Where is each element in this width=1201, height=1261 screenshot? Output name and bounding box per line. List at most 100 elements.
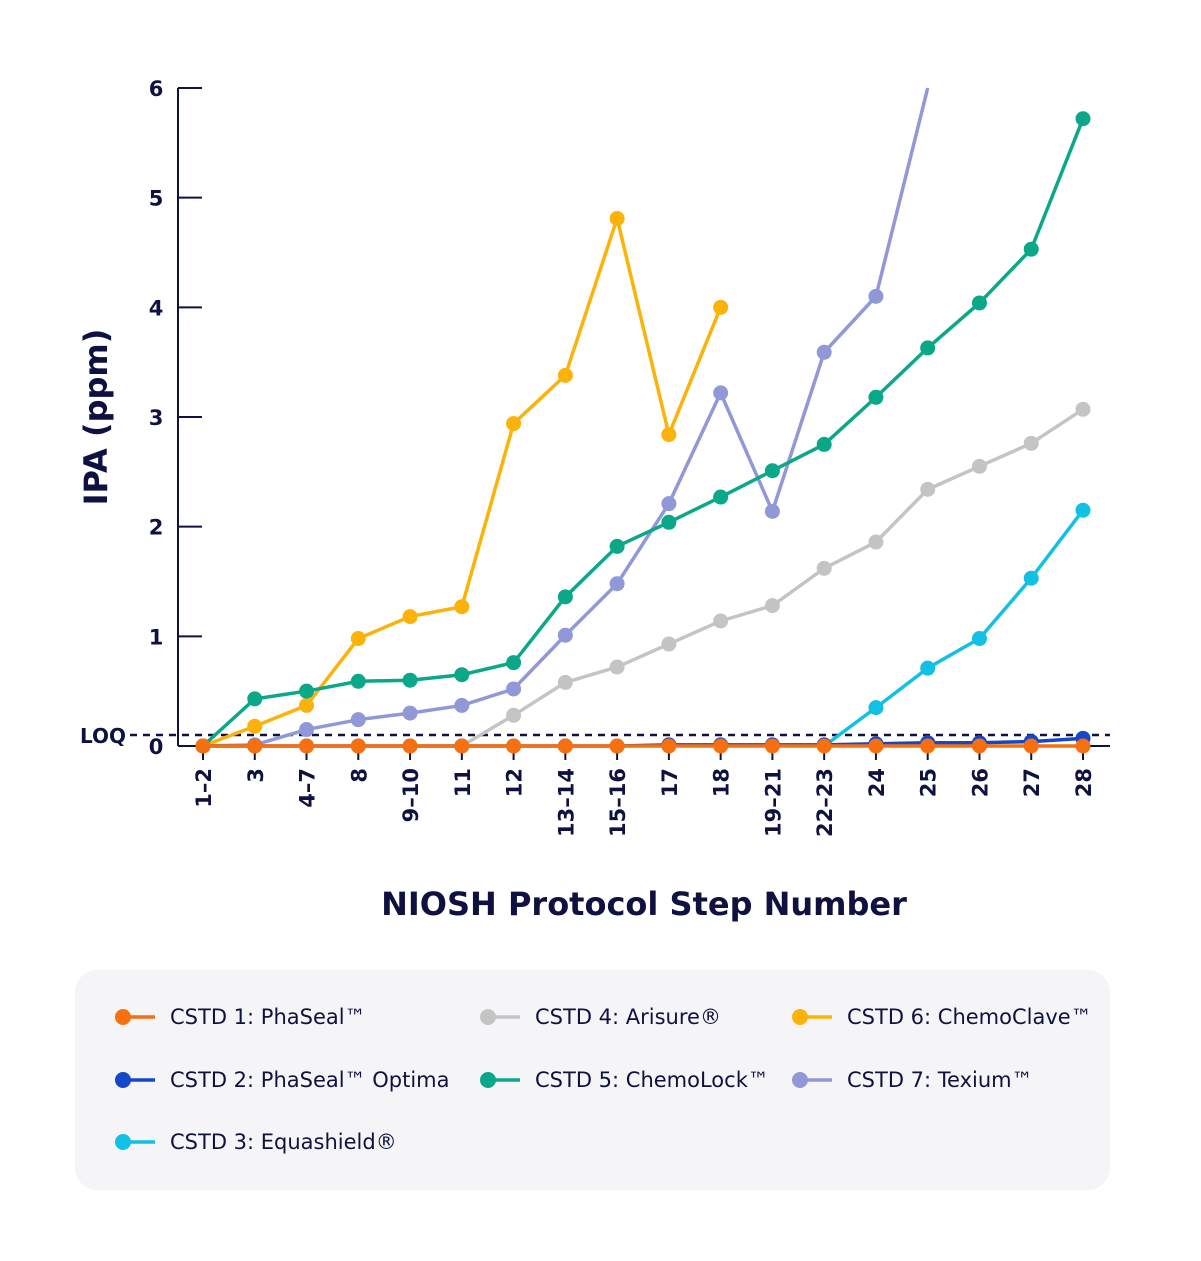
data-point	[609, 659, 625, 675]
x-tick-label: 9–10	[399, 768, 423, 822]
series-line	[202, 87, 930, 748]
y-tick-label: 4	[149, 296, 164, 320]
data-point	[816, 560, 832, 576]
x-tick-label: 8	[347, 768, 371, 783]
legend-marker-icon	[792, 1009, 832, 1025]
series-line	[460, 407, 1084, 748]
y-tick-label: 5	[149, 187, 164, 211]
x-tick-label: 12	[503, 768, 527, 797]
data-point	[971, 738, 987, 754]
legend-label: CSTD 1: PhaSeal™	[170, 1005, 366, 1029]
data-point	[713, 613, 729, 629]
data-point	[557, 589, 573, 605]
data-point	[402, 738, 418, 754]
data-point	[454, 667, 470, 683]
data-point	[920, 660, 936, 676]
legend-marker-icon	[480, 1072, 520, 1088]
data-point	[713, 385, 729, 401]
legend-marker-icon	[115, 1134, 155, 1150]
data-point	[299, 722, 315, 738]
data-point	[557, 738, 573, 754]
legend: CSTD 1: PhaSeal™ CSTD 2: PhaSeal™ Optima C…	[75, 970, 1110, 1190]
data-point	[661, 496, 677, 512]
data-point	[764, 503, 780, 519]
data-point	[868, 389, 884, 405]
data-point	[299, 697, 315, 713]
series-6	[195, 211, 729, 754]
y-tick-label: 0	[149, 735, 164, 759]
data-point	[1075, 502, 1091, 518]
x-tick-label: 18	[710, 768, 734, 797]
data-point	[661, 738, 677, 754]
legend-item: CSTD 7: Texium™	[787, 1068, 1033, 1092]
x-tick-label: 19–21	[761, 768, 785, 837]
data-point	[350, 712, 366, 728]
series-line	[823, 509, 1085, 748]
x-tick-label: 11	[451, 768, 475, 797]
data-point	[195, 738, 211, 754]
data-point	[247, 718, 263, 734]
data-point	[247, 691, 263, 707]
data-point	[402, 672, 418, 688]
data-point	[816, 738, 832, 754]
data-point	[350, 631, 366, 647]
data-point	[557, 674, 573, 690]
legend-item: CSTD 6: ChemoClave™	[787, 1005, 1092, 1029]
series-line	[201, 118, 1085, 748]
series-3	[823, 502, 1091, 748]
data-point	[557, 627, 573, 643]
x-tick-label: 28	[1072, 768, 1096, 797]
data-point	[454, 738, 470, 754]
x-tick-label: 27	[1020, 768, 1044, 797]
x-tick-label: 15–16	[606, 768, 630, 837]
data-point	[971, 458, 987, 474]
legend-marker-icon	[115, 1009, 155, 1025]
x-tick-label: 17	[658, 768, 682, 797]
data-point	[816, 436, 832, 452]
data-point	[816, 344, 832, 360]
data-point	[506, 707, 522, 723]
y-tick-label: 2	[149, 516, 164, 540]
legend-item: CSTD 5: ChemoLock™	[475, 1068, 769, 1092]
data-point	[868, 534, 884, 550]
legend-label: CSTD 4: Arisure®	[535, 1005, 721, 1029]
data-point	[868, 288, 884, 304]
data-point	[454, 697, 470, 713]
data-point	[1075, 111, 1091, 127]
y-axis-title: IPA (ppm)	[77, 329, 115, 506]
x-axis-title: NIOSH Protocol Step Number	[381, 885, 907, 923]
data-point	[609, 211, 625, 227]
x-tick-label: 3	[244, 768, 268, 783]
x-tick-label: 4–7	[296, 768, 320, 808]
data-point	[506, 416, 522, 432]
data-point	[868, 700, 884, 716]
data-point	[402, 705, 418, 721]
data-point	[402, 609, 418, 625]
data-point	[868, 738, 884, 754]
data-point	[920, 340, 936, 356]
data-point	[1075, 738, 1091, 754]
data-point	[764, 738, 780, 754]
legend-label: CSTD 2: PhaSeal™ Optima	[170, 1068, 450, 1092]
data-point	[609, 738, 625, 754]
data-point	[1075, 401, 1091, 417]
data-point	[557, 367, 573, 383]
data-point	[299, 683, 315, 699]
legend-marker-icon	[480, 1009, 520, 1025]
data-point	[350, 738, 366, 754]
series-1	[195, 738, 1091, 754]
data-point	[506, 655, 522, 671]
legend-label: CSTD 7: Texium™	[847, 1068, 1033, 1092]
y-tick-label: 1	[149, 625, 164, 649]
data-point	[1023, 241, 1039, 257]
legend-label: CSTD 6: ChemoClave™	[847, 1005, 1092, 1029]
x-tick-label: 26	[968, 768, 992, 797]
data-point	[247, 738, 263, 754]
series-line	[202, 212, 723, 748]
data-point	[609, 538, 625, 554]
x-tick-label: 25	[917, 768, 941, 797]
legend-label: CSTD 3: Equashield®	[170, 1130, 397, 1154]
x-tick-label: 13–14	[554, 768, 578, 837]
y-tick-label: 6	[149, 77, 164, 101]
